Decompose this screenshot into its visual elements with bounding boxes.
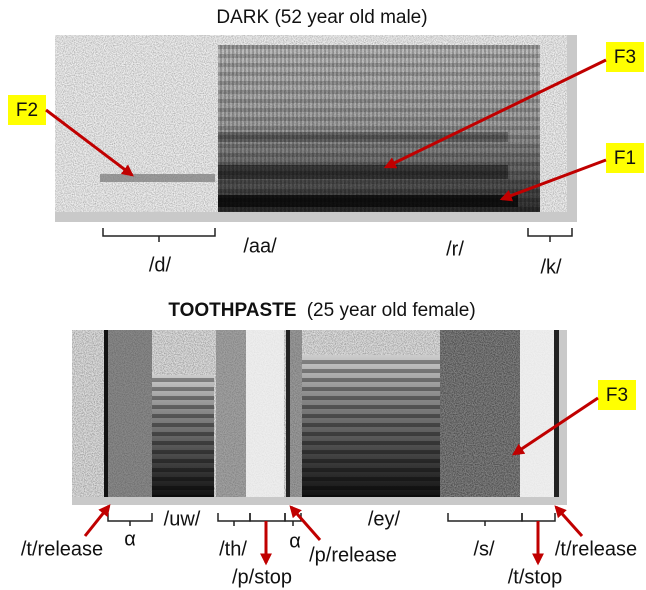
segment-label: α bbox=[289, 530, 301, 552]
brace bbox=[448, 513, 522, 526]
brace bbox=[103, 228, 215, 242]
formant-label: F2 bbox=[16, 100, 38, 121]
spectrogram bbox=[72, 330, 567, 505]
segment-label: /d/ bbox=[149, 254, 172, 276]
title-rest: (25 year old female) bbox=[307, 300, 476, 321]
formant-label: F3 bbox=[614, 47, 636, 68]
arrow bbox=[85, 506, 109, 536]
segment-label: /k/ bbox=[540, 256, 562, 278]
brace bbox=[218, 513, 250, 526]
figure: DARK (52 year old male) /d/ /aa/ /r/ /k/… bbox=[0, 0, 646, 590]
arrow bbox=[556, 507, 582, 536]
brace bbox=[108, 513, 152, 526]
segment-label: /t/release bbox=[21, 538, 103, 560]
segment-label: /t/release bbox=[555, 538, 637, 560]
segment-label: /th/ bbox=[219, 538, 247, 560]
panel-title: TOOTHPASTE (25 year old female) bbox=[168, 300, 475, 321]
segment-label: /ey/ bbox=[368, 508, 401, 530]
segment-label: /p/stop bbox=[232, 566, 292, 588]
brace bbox=[528, 228, 572, 242]
segment-label: /r/ bbox=[446, 238, 464, 260]
segment-label: /aa/ bbox=[243, 235, 277, 257]
formant-label: F3 bbox=[606, 385, 628, 406]
spectrogram bbox=[55, 35, 577, 222]
brace bbox=[250, 513, 285, 521]
segment-label: α bbox=[124, 528, 136, 550]
formant-label: F1 bbox=[614, 148, 636, 169]
brace bbox=[522, 513, 555, 521]
panel-title: DARK (52 year old male) bbox=[216, 7, 427, 28]
segment-label: /s/ bbox=[473, 538, 495, 560]
segment-label: /uw/ bbox=[164, 508, 201, 530]
segment-label: /t/stop bbox=[508, 566, 562, 588]
segment-label: /p/release bbox=[309, 544, 397, 566]
title-bold: TOOTHPASTE bbox=[168, 300, 296, 321]
